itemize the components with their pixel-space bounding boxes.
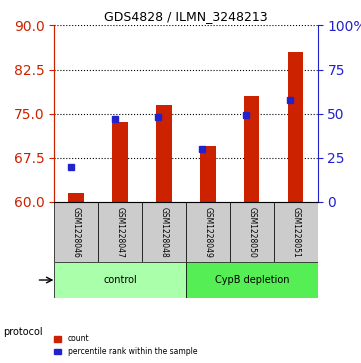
Text: GSM1228050: GSM1228050 bbox=[247, 207, 256, 258]
Text: protocol: protocol bbox=[4, 327, 43, 337]
Bar bbox=[200, 146, 216, 202]
FancyBboxPatch shape bbox=[186, 202, 230, 262]
Text: GSM1228046: GSM1228046 bbox=[71, 207, 81, 258]
Bar bbox=[69, 193, 84, 202]
Text: control: control bbox=[103, 275, 137, 285]
Title: GDS4828 / ILMN_3248213: GDS4828 / ILMN_3248213 bbox=[104, 10, 268, 23]
FancyBboxPatch shape bbox=[142, 202, 186, 262]
Text: GSM1228048: GSM1228048 bbox=[160, 207, 169, 257]
FancyBboxPatch shape bbox=[54, 202, 98, 262]
Text: GSM1228047: GSM1228047 bbox=[116, 207, 125, 258]
Text: GSM1228049: GSM1228049 bbox=[203, 207, 212, 258]
FancyBboxPatch shape bbox=[230, 202, 274, 262]
Text: GSM1228051: GSM1228051 bbox=[291, 207, 300, 257]
FancyBboxPatch shape bbox=[274, 202, 318, 262]
Legend: count, percentile rank within the sample: count, percentile rank within the sample bbox=[51, 331, 200, 359]
FancyBboxPatch shape bbox=[186, 262, 318, 298]
Text: CypB depletion: CypB depletion bbox=[214, 275, 289, 285]
Bar bbox=[244, 96, 260, 202]
FancyBboxPatch shape bbox=[54, 262, 186, 298]
Bar bbox=[288, 52, 303, 202]
FancyBboxPatch shape bbox=[98, 202, 142, 262]
Bar bbox=[156, 105, 171, 202]
Bar bbox=[112, 122, 128, 202]
